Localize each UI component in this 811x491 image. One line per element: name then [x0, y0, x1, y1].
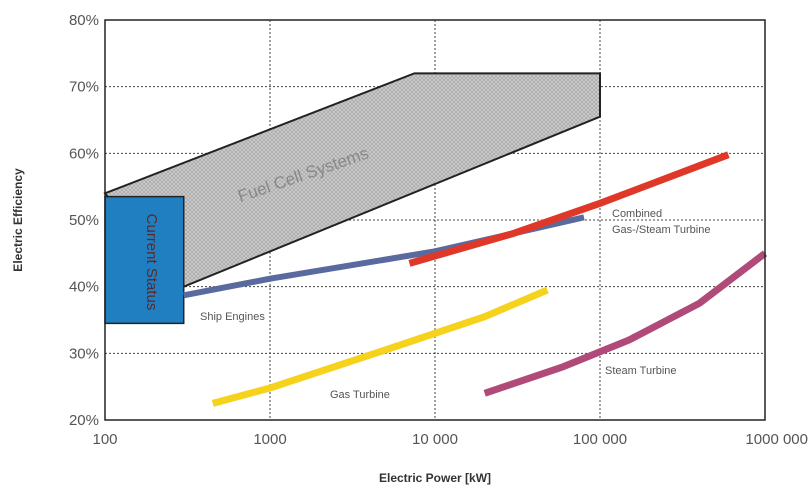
- gas-turbine-label: Gas Turbine: [330, 389, 390, 401]
- x-tick-label: 100: [92, 431, 117, 448]
- y-tick-label: 20%: [69, 412, 99, 429]
- plot-border: [104, 19, 766, 421]
- combined-turbine-label: Gas-/Steam Turbine: [612, 224, 710, 236]
- y-axis-title: Electric Efficiency: [11, 168, 25, 272]
- x-tick-label: 1000: [253, 431, 286, 448]
- x-axis-title: Electric Power [kW]: [379, 471, 491, 485]
- y-tick-label: 60%: [69, 145, 99, 162]
- regions: [103, 72, 601, 325]
- y-tick-label: 70%: [69, 79, 99, 96]
- steam-turbine-label: Steam Turbine: [605, 365, 677, 377]
- x-tick-label: 1000 000: [745, 431, 808, 448]
- combined-turbine-label: Combined: [612, 208, 662, 220]
- y-tick-label: 40%: [69, 279, 99, 296]
- series-lines: [183, 151, 768, 407]
- current-status-label: Current Status: [143, 214, 160, 311]
- y-tick-label: 80%: [69, 12, 99, 29]
- x-tick-label: 100 000: [573, 431, 627, 448]
- y-tick-label: 30%: [69, 345, 99, 362]
- gas-turbine-line: [211, 286, 549, 407]
- ship-engines-label: Ship Engines: [200, 311, 265, 323]
- x-tick-label: 10 000: [412, 431, 458, 448]
- combined-turbine-line: [408, 151, 730, 267]
- tick-labels: 20% 30% 40% 50% 60% 70% 80% 100 1000 10 000 100 00…: [69, 12, 808, 448]
- steam-turbine-line: [483, 250, 768, 397]
- y-tick-label: 50%: [69, 212, 99, 229]
- plot-frame: [104, 19, 766, 421]
